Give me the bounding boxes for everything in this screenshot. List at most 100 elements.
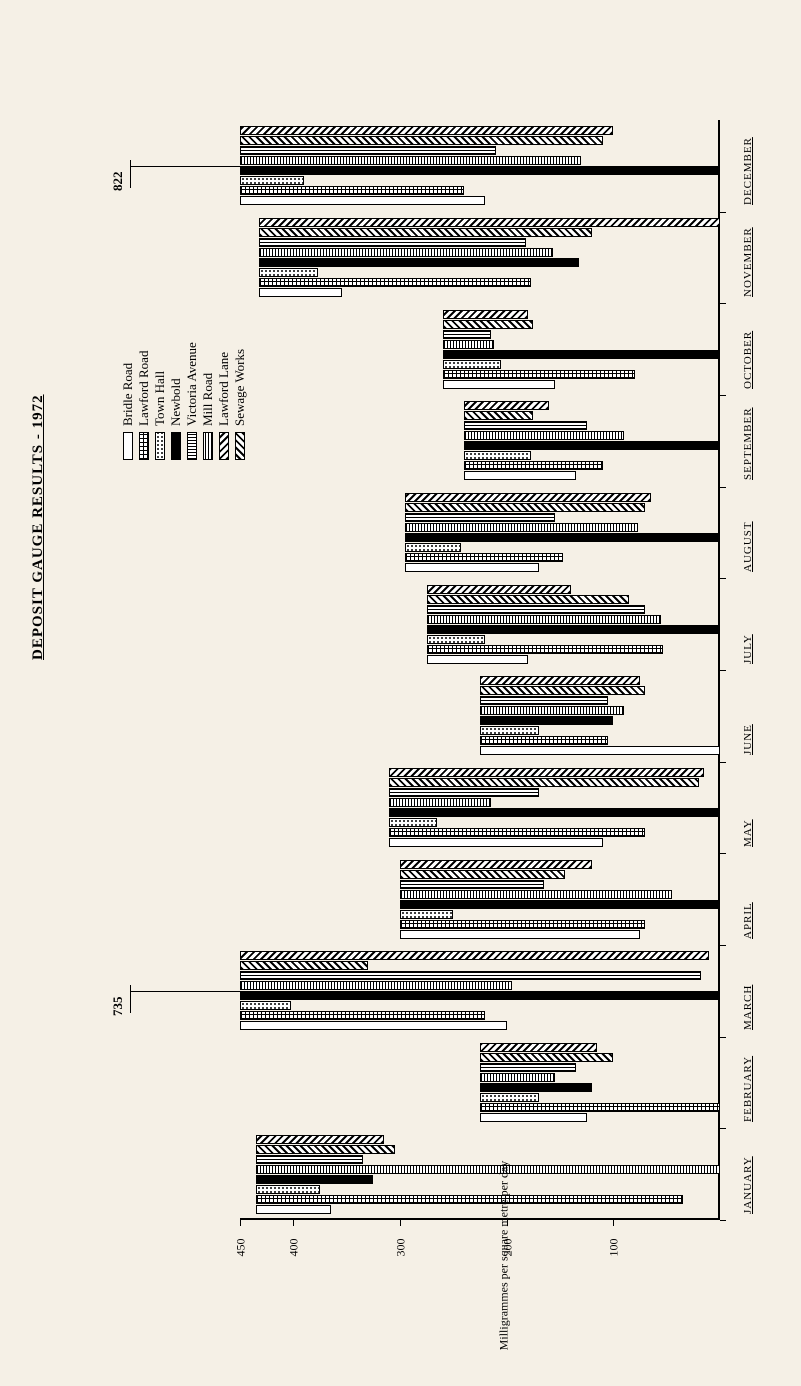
bar <box>240 176 304 185</box>
month-tick <box>720 303 726 304</box>
bar <box>240 196 485 205</box>
bar <box>480 1113 587 1122</box>
bar <box>240 1021 507 1030</box>
month-tick <box>720 1128 726 1129</box>
bar <box>480 706 624 715</box>
legend-label: Mill Road <box>200 373 216 426</box>
bar <box>389 798 490 807</box>
month-label: APRIL <box>742 902 754 939</box>
bar <box>480 1083 592 1092</box>
month-group <box>480 676 720 755</box>
x-tick-label: 400 <box>287 1239 302 1257</box>
bar <box>405 563 538 572</box>
month-label: OCTOBER <box>742 331 754 389</box>
month-label: JULY <box>742 634 754 664</box>
bar <box>464 461 603 470</box>
month-tick <box>720 762 726 763</box>
month-label: AUGUST <box>742 521 754 572</box>
bar <box>443 330 491 339</box>
bar <box>405 533 720 542</box>
month-group <box>240 951 720 1030</box>
bar <box>240 166 720 175</box>
legend-swatch <box>123 432 133 460</box>
bar <box>480 716 613 725</box>
legend-row: Newbold <box>168 342 184 460</box>
month-label: FEBRUARY <box>742 1056 754 1122</box>
bar <box>400 920 645 929</box>
month-group <box>464 401 720 480</box>
month-tick <box>720 395 726 396</box>
month-tick <box>720 212 726 213</box>
legend-label: Lawford Road <box>136 351 152 426</box>
x-tick-label: 300 <box>394 1239 409 1257</box>
legend-label: Lawford Lane <box>216 352 232 426</box>
bar <box>480 1073 555 1082</box>
overflow-callout: 735 <box>110 996 126 1016</box>
bar <box>240 971 701 980</box>
bar <box>240 156 581 165</box>
x-tick <box>613 1220 614 1226</box>
x-axis-line <box>240 1218 720 1220</box>
bar <box>427 645 664 654</box>
bar <box>400 930 640 939</box>
bar <box>480 726 539 735</box>
bar <box>400 870 565 879</box>
callout-line <box>130 166 240 167</box>
bar <box>405 503 645 512</box>
legend: Bridle RoadLawford RoadTown HallNewboldV… <box>120 342 248 460</box>
month-tick <box>720 1220 726 1221</box>
month-group <box>400 860 720 939</box>
month-group <box>389 768 720 847</box>
legend-swatch <box>139 432 149 460</box>
bar <box>256 1195 683 1204</box>
bar <box>389 808 720 817</box>
month-tick <box>720 945 726 946</box>
bar <box>427 605 646 614</box>
bar <box>400 880 544 889</box>
bar <box>240 951 709 960</box>
bar <box>443 360 502 369</box>
bar <box>443 310 528 319</box>
chart-title: DEPOSIT GAUGE RESULTS - 1972 <box>30 394 47 660</box>
bar <box>389 788 538 797</box>
month-group <box>240 126 720 205</box>
bar <box>256 1155 363 1164</box>
legend-swatch <box>219 432 229 460</box>
legend-row: Mill Road <box>200 342 216 460</box>
bar <box>480 696 608 705</box>
bar <box>443 380 555 389</box>
bar <box>480 686 645 695</box>
bar <box>427 635 486 644</box>
bar <box>464 411 533 420</box>
bar <box>464 451 531 460</box>
legend-swatch <box>171 432 181 460</box>
bar <box>427 655 528 664</box>
bar <box>240 1011 485 1020</box>
legend-swatch <box>187 432 197 460</box>
legend-row: Bridle Road <box>120 342 136 460</box>
bar <box>259 288 342 297</box>
month-label: SEPTEMBER <box>742 408 754 481</box>
month-label: DECEMBER <box>742 137 754 205</box>
bar <box>259 218 720 227</box>
bar <box>480 1043 597 1052</box>
bar <box>240 961 368 970</box>
bar <box>405 553 563 562</box>
bar <box>464 431 624 440</box>
bar <box>240 991 720 1000</box>
month-group <box>405 493 720 572</box>
bar <box>389 818 437 827</box>
bar <box>389 828 645 837</box>
month-label: JANUARY <box>742 1156 754 1214</box>
month-tick <box>720 1037 726 1038</box>
x-tick <box>240 1220 241 1226</box>
x-tick-label: 450 <box>234 1239 249 1257</box>
bar <box>480 676 640 685</box>
bar <box>464 421 587 430</box>
bar <box>427 625 720 634</box>
overflow-callout: 822 <box>110 171 126 191</box>
x-tick <box>400 1220 401 1226</box>
bar <box>259 228 592 237</box>
legend-swatch <box>155 432 165 460</box>
bar <box>480 1063 576 1072</box>
